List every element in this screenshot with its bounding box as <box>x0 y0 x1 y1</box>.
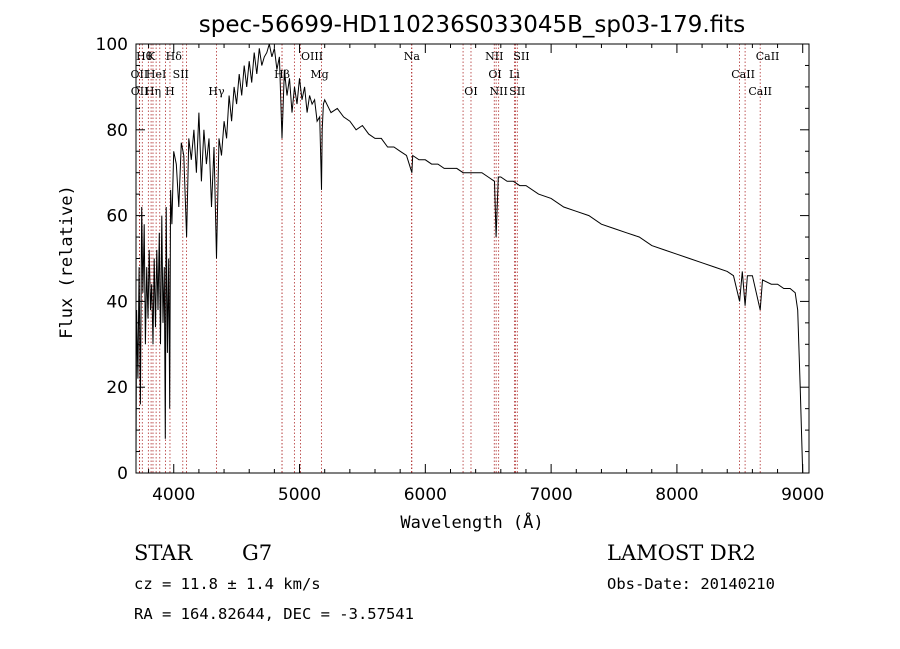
line-label: Hγ <box>208 85 225 98</box>
line-label: OI <box>488 68 501 81</box>
x-tick-label: 7000 <box>529 485 572 505</box>
x-axis-label: Wavelength (Å) <box>400 511 543 533</box>
line-label: OIII <box>301 50 323 63</box>
chart-title: spec-56699-HD110236S033045B_sp03-179.fit… <box>199 12 745 38</box>
x-axis-ticks: 4000 5000 6000 7000 8000 9000 <box>148 44 824 505</box>
line-label: SII <box>513 50 529 63</box>
y-tick-label: 0 <box>117 464 128 484</box>
line-label: OI <box>464 85 477 98</box>
line-label: NII <box>490 85 508 98</box>
x-tick-label: 9000 <box>781 485 824 505</box>
x-tick-label: 5000 <box>278 485 321 505</box>
info-panel: STAR G7 LAMOST DR2 cz = 11.8 ± 1.4 km/s … <box>134 541 775 623</box>
survey-name: LAMOST DR2 <box>607 541 756 565</box>
object-class: STAR <box>134 541 193 565</box>
y-axis-label: Flux (relative) <box>57 185 77 339</box>
redshift-value: cz = 11.8 ± 1.4 km/s <box>134 575 321 593</box>
line-label: Hδ <box>166 50 183 63</box>
x-tick-label: 6000 <box>404 485 447 505</box>
line-label: K <box>147 50 156 63</box>
line-label: HeI <box>146 68 166 81</box>
y-tick-label: 100 <box>96 35 128 55</box>
coordinates: RA = 164.82644, DEC = -3.57541 <box>134 605 414 623</box>
line-label: OII <box>131 68 149 81</box>
line-label: Hβ <box>274 68 290 81</box>
observation-date: Obs-Date: 20140210 <box>607 575 775 593</box>
line-label: Hθ <box>136 50 153 63</box>
line-label: Mg <box>310 68 328 81</box>
x-tick-label: 4000 <box>152 485 195 505</box>
line-label: H <box>165 85 175 98</box>
line-label: Na <box>404 50 421 63</box>
spectrum-line <box>135 43 804 474</box>
y-tick-label: 40 <box>106 292 128 312</box>
line-label: CaII <box>748 85 772 98</box>
x-tick-label: 8000 <box>655 485 698 505</box>
plot-frame <box>135 43 810 474</box>
line-label: NII <box>485 50 503 63</box>
line-label: Li <box>509 68 520 81</box>
line-label: CaII <box>756 50 780 63</box>
line-label: OII <box>131 85 149 98</box>
object-subclass: G7 <box>242 541 272 565</box>
y-axis-ticks: 0 20 40 60 80 100 <box>96 35 809 484</box>
y-tick-label: 60 <box>106 207 128 227</box>
y-tick-label: 20 <box>106 378 128 398</box>
spectral-line-markers <box>138 44 761 473</box>
line-label: SII <box>509 85 525 98</box>
line-label: SII <box>173 68 189 81</box>
line-label: Hη <box>145 85 161 98</box>
y-tick-label: 80 <box>106 121 128 141</box>
line-label: CaII <box>731 68 755 81</box>
